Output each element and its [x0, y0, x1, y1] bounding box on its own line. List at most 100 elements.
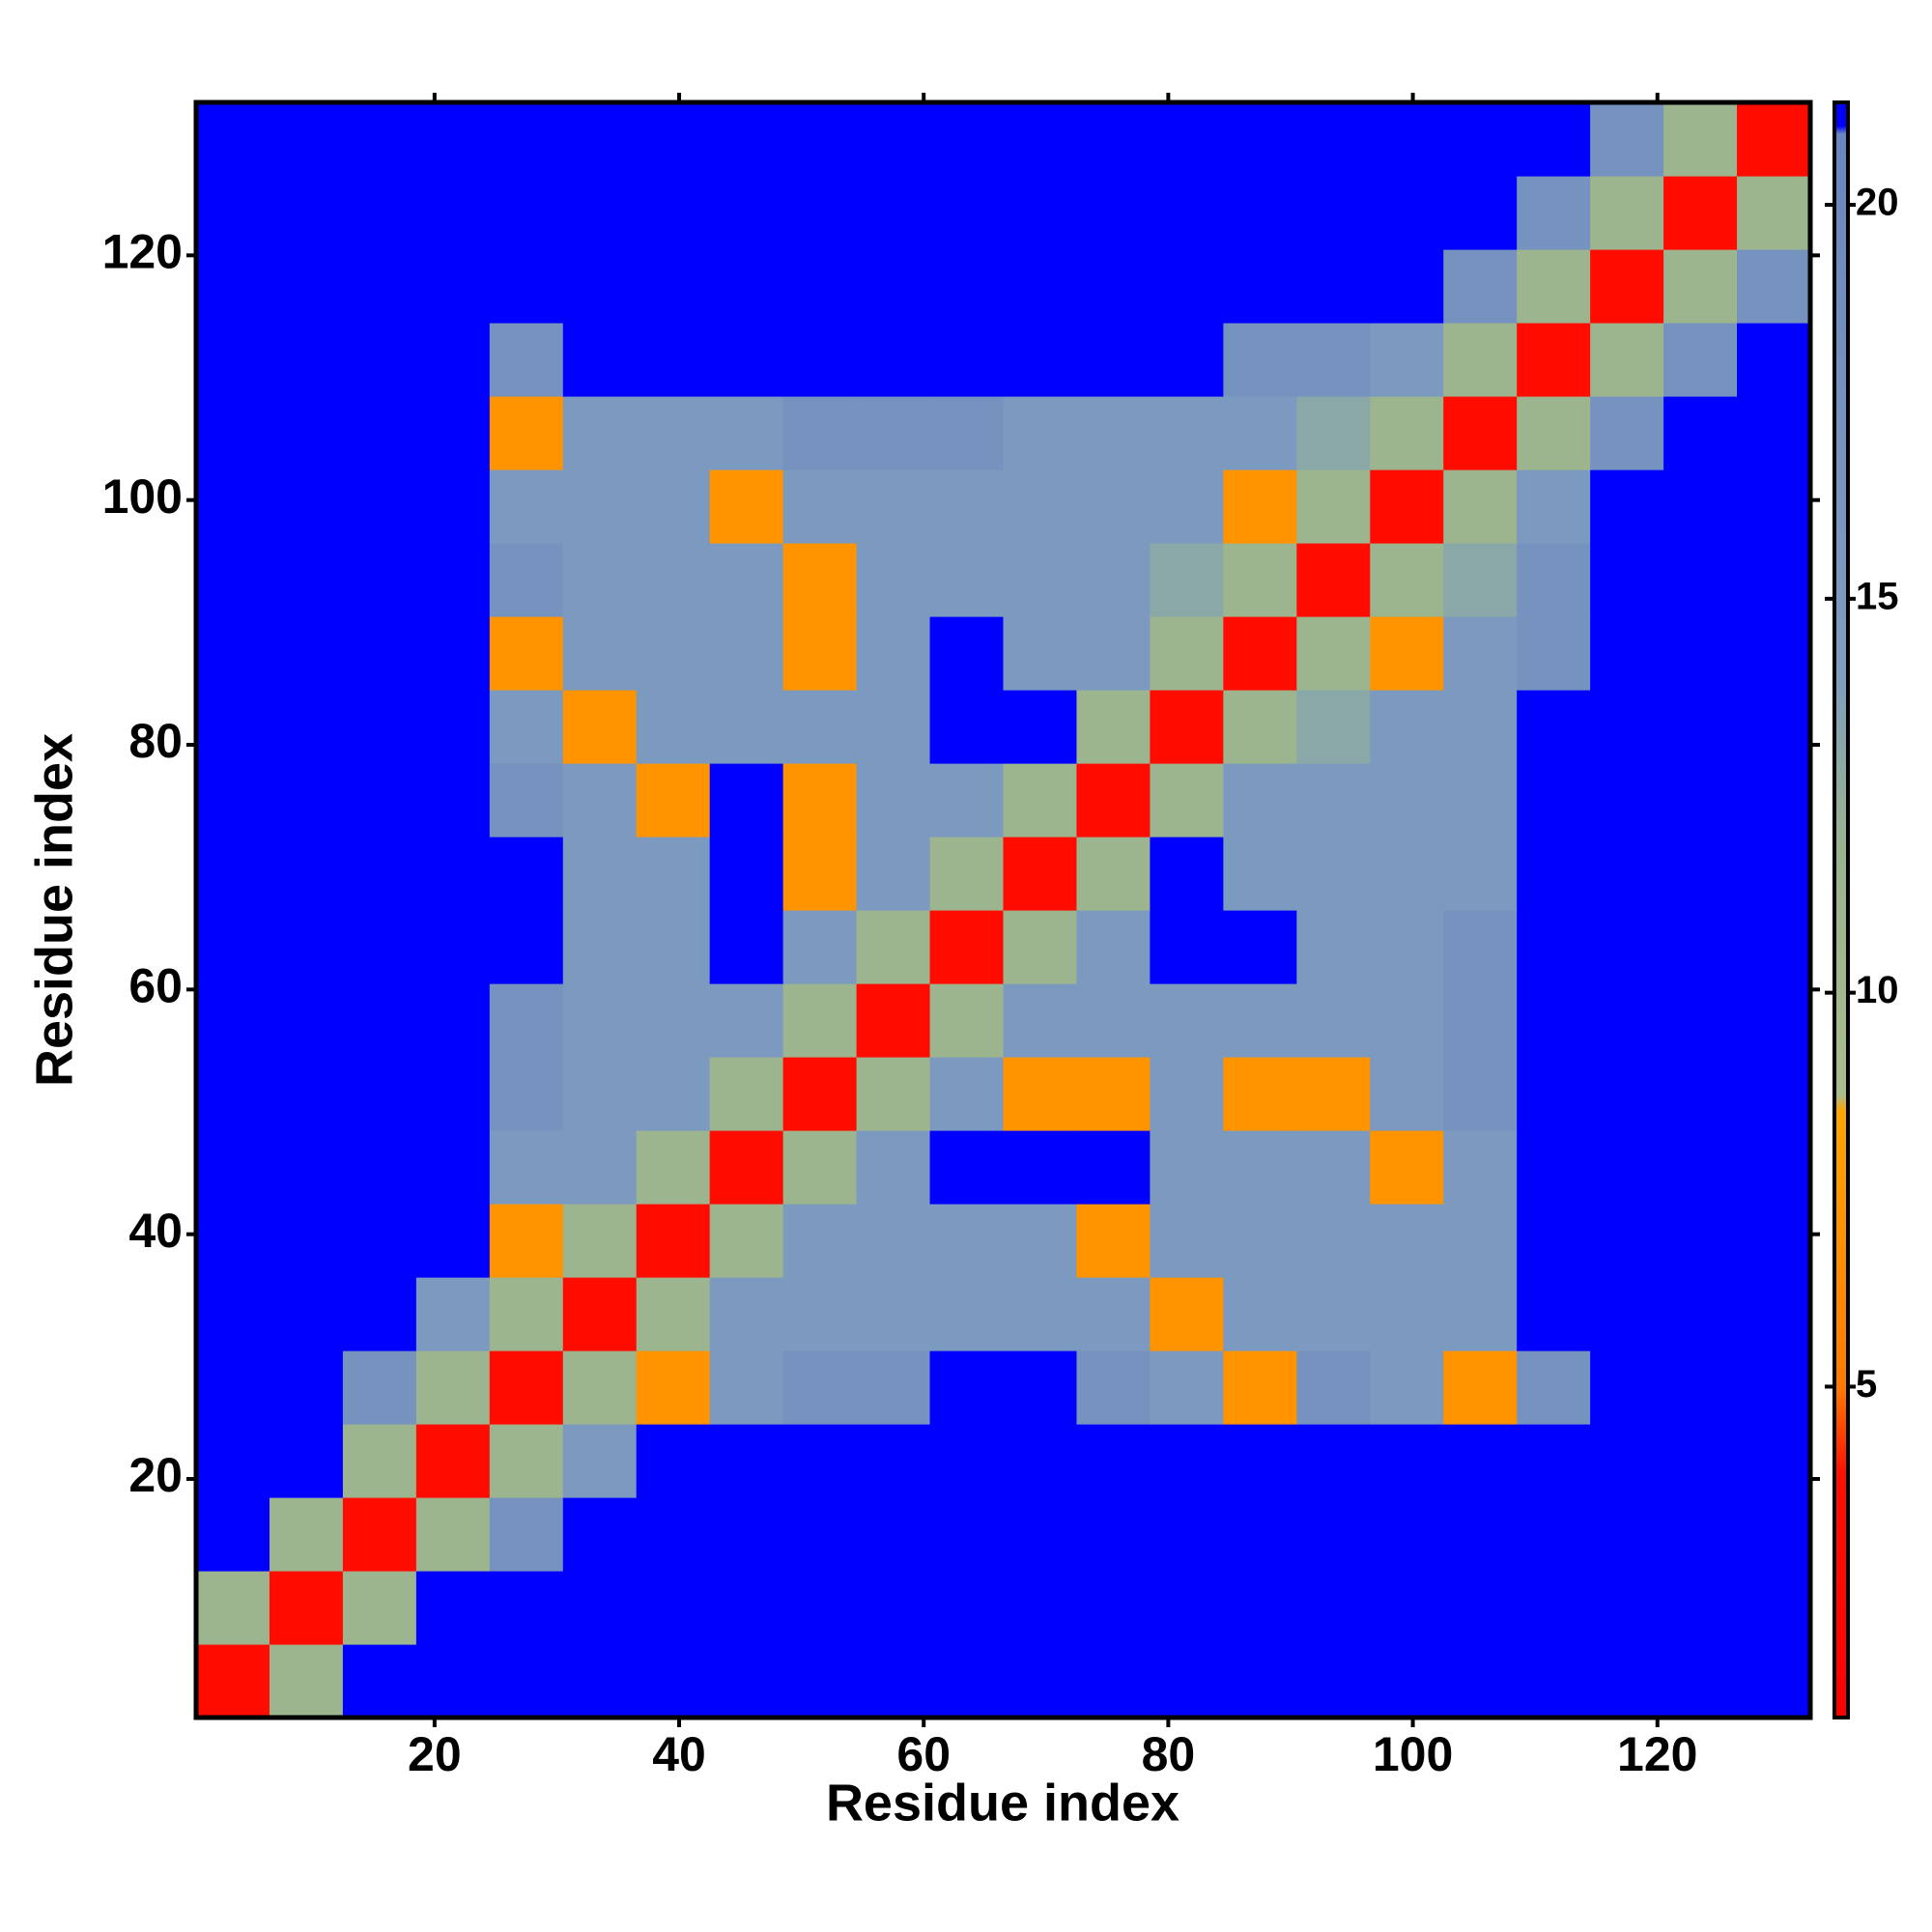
cell: [1150, 1204, 1224, 1278]
cell: [269, 176, 344, 250]
cell: [856, 1277, 931, 1351]
cell: [856, 1424, 931, 1498]
cell: [636, 249, 711, 324]
x-tick-label: 20: [408, 1727, 462, 1781]
cell: [929, 983, 1005, 1058]
cell: [196, 249, 270, 324]
cell: [1223, 1644, 1297, 1719]
cell: [1003, 176, 1078, 250]
cell: [709, 176, 784, 250]
cell: [1370, 469, 1444, 544]
colorbar-tick-label: 5: [1856, 1363, 1877, 1406]
cell: [196, 102, 270, 177]
cell: [856, 983, 931, 1058]
cell: [1370, 910, 1444, 984]
cell: [1370, 1277, 1444, 1351]
cell: [1076, 469, 1151, 544]
cell: [1663, 543, 1738, 617]
cell: [636, 543, 711, 617]
cell: [415, 837, 491, 911]
cell: [1223, 396, 1297, 470]
cell: [1223, 1204, 1297, 1278]
cell: [342, 616, 417, 691]
cell: [1663, 616, 1738, 691]
cell: [415, 1277, 491, 1351]
cell: [1223, 763, 1297, 838]
colorbar-tick-label: 20: [1856, 182, 1899, 224]
cell: [1663, 1350, 1738, 1425]
cell: [1737, 837, 1811, 911]
cell: [782, 323, 858, 397]
cell: [636, 1350, 711, 1425]
cell: [342, 1350, 417, 1425]
cell: [929, 1204, 1005, 1278]
cell: [269, 763, 344, 838]
cell: [1150, 1350, 1224, 1425]
cell: [415, 396, 491, 470]
cell: [1150, 763, 1224, 838]
cell: [929, 1057, 1005, 1131]
cell: [1590, 543, 1664, 617]
cell: [489, 396, 564, 470]
cell: [196, 910, 270, 984]
cell: [1223, 910, 1297, 984]
cell: [1663, 837, 1738, 911]
cell: [782, 543, 858, 617]
cell: [1003, 249, 1078, 324]
cell: [562, 983, 638, 1058]
cell: [1296, 690, 1371, 764]
cell: [636, 102, 711, 177]
cell: [1443, 763, 1518, 838]
cell: [782, 249, 858, 324]
cell: [342, 1277, 417, 1351]
cell: [1737, 323, 1811, 397]
cell: [1737, 396, 1811, 470]
cell: [415, 1350, 491, 1425]
cell: [1737, 1571, 1811, 1645]
cell: [342, 1644, 417, 1719]
cell: [1663, 176, 1738, 250]
cell: [196, 1204, 270, 1278]
cell: [1370, 616, 1444, 691]
cell: [489, 1424, 564, 1498]
cell: [415, 983, 491, 1058]
cell: [196, 616, 270, 691]
cell: [489, 837, 564, 911]
cell: [1443, 1350, 1518, 1425]
cell: [1223, 1130, 1297, 1205]
cell: [196, 176, 270, 250]
cell: [489, 1571, 564, 1645]
cell: [636, 690, 711, 764]
cell: [782, 1644, 858, 1719]
cell: [489, 323, 564, 397]
cell: [1150, 616, 1224, 691]
cell: [1150, 837, 1224, 911]
cell: [856, 249, 931, 324]
cell: [269, 543, 344, 617]
cell: [636, 1644, 711, 1719]
cell: [1517, 396, 1591, 470]
cell: [489, 690, 564, 764]
cell: [1296, 543, 1371, 617]
x-tick-label: 100: [1373, 1727, 1453, 1781]
cell: [489, 983, 564, 1058]
cell: [1296, 1277, 1371, 1351]
cell: [1737, 1350, 1811, 1425]
cell: [415, 176, 491, 250]
cell: [489, 543, 564, 617]
cell: [1590, 1497, 1664, 1572]
cell: [1296, 469, 1371, 544]
cell: [782, 1204, 858, 1278]
cell: [636, 1424, 711, 1498]
cell: [196, 396, 270, 470]
cell: [856, 102, 931, 177]
cell: [1663, 763, 1738, 838]
cell: [709, 1497, 784, 1572]
cell: [709, 1130, 784, 1205]
cell: [1443, 1571, 1518, 1645]
colorbar-tick-label: 15: [1856, 575, 1899, 617]
cell: [269, 616, 344, 691]
cell: [1003, 323, 1078, 397]
cell: [1517, 543, 1591, 617]
cell: [1443, 1277, 1518, 1351]
